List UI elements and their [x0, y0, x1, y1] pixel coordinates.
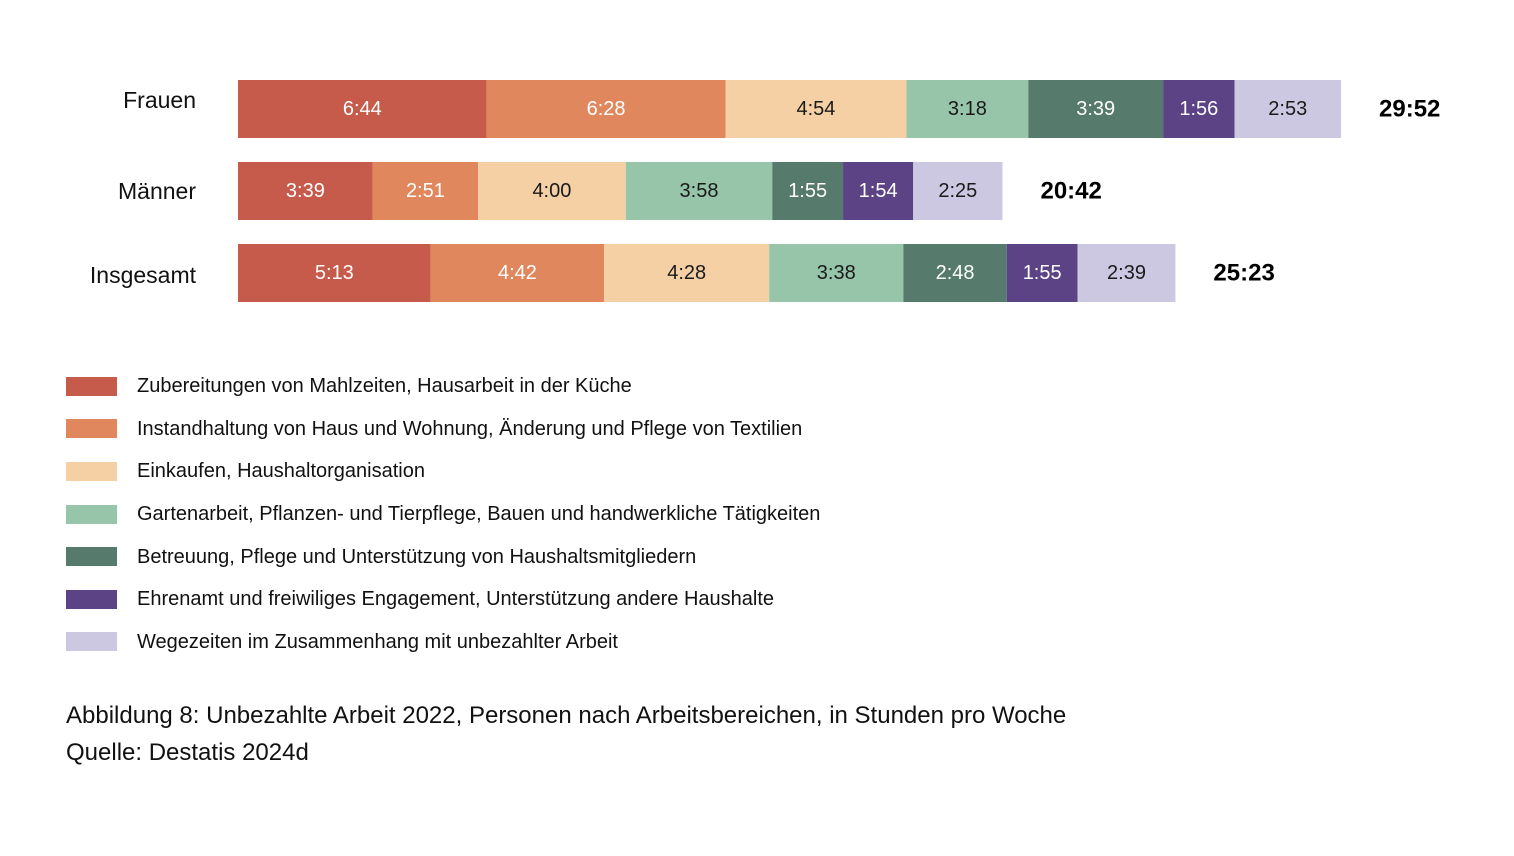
bar-segment — [238, 162, 373, 220]
legend-item: Zubereitungen von Mahlzeiten, Hausarbeit… — [66, 365, 1166, 408]
legend-swatch — [66, 419, 117, 439]
bar-segment — [903, 244, 1007, 302]
legend-label: Betreuung, Pflege und Unterstützung von … — [137, 545, 697, 568]
bar-segment — [843, 162, 914, 220]
segment-value-label: 1:56 — [1179, 98, 1218, 120]
bar-segment — [1006, 244, 1078, 302]
legend-label: Instandhaltung von Haus und Wohnung, Änd… — [137, 417, 803, 440]
legend-label: Ehrenamt und freiwiliges Engagement, Unt… — [137, 588, 775, 611]
segment-value-label: 4:28 — [667, 262, 706, 284]
bar-segment — [430, 244, 605, 302]
legend-item: Ehrenamt und freiwiliges Engagement, Unt… — [66, 578, 1166, 621]
bar-segment — [625, 162, 773, 220]
category-label: Insgesamt — [90, 262, 197, 288]
bar-segment — [372, 162, 479, 220]
total-label: 29:52 — [1379, 96, 1440, 123]
segment-value-label: 3:39 — [286, 180, 325, 202]
legend-swatch — [66, 504, 117, 524]
legend-label: Zubereitungen von Mahlzeiten, Hausarbeit… — [137, 375, 632, 398]
category-label: Männer — [118, 178, 196, 204]
bar-segment — [1234, 80, 1341, 138]
segment-value-label: 1:55 — [788, 180, 827, 202]
segment-value-label: 5:13 — [315, 262, 354, 284]
chart-legend: Zubereitungen von Mahlzeiten, Hausarbeit… — [66, 365, 1166, 663]
bar-segment — [1077, 244, 1176, 302]
legend-item: Instandhaltung von Haus und Wohnung, Änd… — [66, 408, 1166, 451]
total-label: 25:23 — [1213, 260, 1274, 287]
bar-segment — [486, 80, 726, 138]
legend-swatch — [66, 376, 117, 396]
segment-value-label: 2:53 — [1268, 98, 1307, 120]
total-label: 20:42 — [1040, 178, 1101, 205]
legend-swatch — [66, 632, 117, 652]
bar-segment — [1163, 80, 1235, 138]
bar-segment — [604, 244, 770, 302]
caption-source: Quelle: Destatis 2024d — [66, 739, 309, 766]
legend-item: Betreuung, Pflege und Unterstützung von … — [66, 535, 1166, 578]
segment-value-label: 3:58 — [680, 180, 719, 202]
segment-value-label: 3:18 — [948, 98, 987, 120]
stacked-bar-chart: Frauen 6:44 6:28 4:54 3:18 3:39 1:56 2:53 29:52 M… — [90, 80, 1440, 302]
segment-value-label: 3:39 — [1076, 98, 1115, 120]
bar-segment — [1028, 80, 1164, 138]
figure-caption: Abbildung 8: Unbezahlte Arbeit 2022, Per… — [66, 697, 1366, 771]
segment-value-label: 4:54 — [797, 98, 836, 120]
legend-item: Wegezeiten im Zusammenhang mit unbezahlt… — [66, 621, 1166, 664]
segment-value-label: 4:42 — [498, 262, 537, 284]
segment-value-label: 2:48 — [936, 262, 975, 284]
segment-value-label: 2:51 — [406, 180, 445, 202]
segment-value-label: 6:28 — [587, 98, 626, 120]
segment-value-label: 1:55 — [1023, 262, 1062, 284]
legend-swatch — [66, 461, 117, 481]
segment-value-label: 3:38 — [817, 262, 856, 284]
bar-segment — [769, 244, 904, 302]
segment-value-label: 6:44 — [343, 98, 382, 120]
segment-value-label: 4:00 — [532, 180, 571, 202]
legend-label: Gartenarbeit, Pflanzen- und Tierpflege, … — [137, 503, 821, 526]
segment-value-label: 2:39 — [1107, 262, 1146, 284]
legend-label: Einkaufen, Haushaltorganisation — [137, 460, 425, 483]
bar-segment — [913, 162, 1003, 220]
category-label: Frauen — [123, 87, 196, 113]
legend-swatch — [66, 547, 117, 567]
legend-swatch — [66, 589, 117, 609]
segment-value-label: 2:25 — [938, 180, 977, 202]
bar-segment — [238, 244, 431, 302]
bar-segment — [772, 162, 844, 220]
legend-label: Wegezeiten im Zusammenhang mit unbezahlt… — [137, 630, 618, 653]
bar-segment — [906, 80, 1029, 138]
bar-segment — [725, 80, 907, 138]
legend-item: Einkaufen, Haushaltorganisation — [66, 450, 1166, 493]
bar-segment — [478, 162, 626, 220]
segment-value-label: 1:54 — [859, 180, 898, 202]
legend-item: Gartenarbeit, Pflanzen- und Tierpflege, … — [66, 493, 1166, 536]
bar-segment — [238, 80, 487, 138]
caption-title: Abbildung 8: Unbezahlte Arbeit 2022, Per… — [66, 702, 1067, 729]
